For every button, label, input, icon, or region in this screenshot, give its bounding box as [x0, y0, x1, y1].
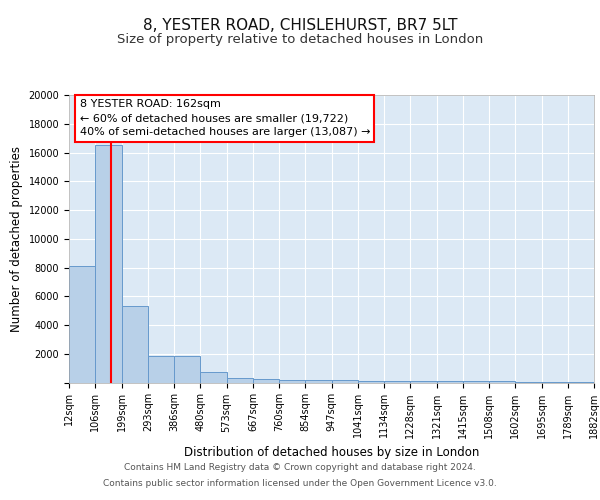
Bar: [331, 380, 358, 382]
Bar: [95, 146, 121, 382]
Y-axis label: Number of detached properties: Number of detached properties: [10, 146, 23, 332]
Bar: [121, 306, 148, 382]
Bar: [174, 356, 200, 382]
Text: Contains HM Land Registry data © Crown copyright and database right 2024.: Contains HM Land Registry data © Crown c…: [124, 464, 476, 472]
Bar: [253, 379, 279, 382]
X-axis label: Distribution of detached houses by size in London: Distribution of detached houses by size …: [184, 446, 479, 459]
Text: 8 YESTER ROAD: 162sqm
← 60% of detached houses are smaller (19,722)
40% of semi-: 8 YESTER ROAD: 162sqm ← 60% of detached …: [79, 100, 370, 138]
Bar: [69, 266, 95, 382]
Text: 8, YESTER ROAD, CHISLEHURST, BR7 5LT: 8, YESTER ROAD, CHISLEHURST, BR7 5LT: [143, 18, 457, 32]
Bar: [279, 380, 305, 382]
Bar: [305, 380, 331, 382]
Bar: [358, 380, 384, 382]
Bar: [410, 381, 437, 382]
Bar: [437, 381, 463, 382]
Bar: [227, 378, 253, 382]
Bar: [200, 372, 227, 382]
Text: Size of property relative to detached houses in London: Size of property relative to detached ho…: [117, 32, 483, 46]
Bar: [148, 356, 174, 382]
Bar: [384, 381, 410, 382]
Text: Contains public sector information licensed under the Open Government Licence v3: Contains public sector information licen…: [103, 478, 497, 488]
